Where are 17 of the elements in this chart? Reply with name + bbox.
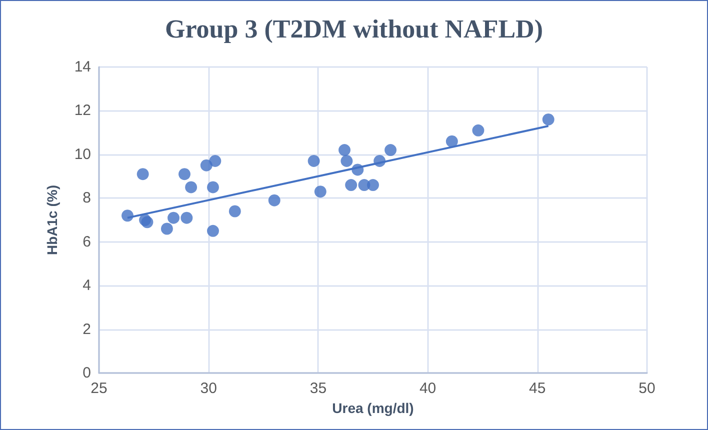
x-tick-label: 40: [419, 380, 436, 397]
y-tick-label: 8: [82, 190, 91, 207]
y-tick-label: 0: [82, 364, 91, 382]
x-tick-label: 30: [200, 380, 217, 397]
x-tick-label: 25: [90, 380, 108, 397]
y-tick-label: 4: [82, 277, 91, 294]
x-tick-label: 50: [638, 380, 656, 397]
y-tick-label: 10: [74, 146, 91, 163]
y-tick-label: 14: [74, 58, 91, 76]
y-tick-label: 6: [82, 233, 91, 250]
x-axis-title: Urea (mg/dl): [332, 400, 414, 416]
chart-title: Group 3 (T2DM without NAFLD): [165, 14, 543, 44]
x-tick-label: 45: [529, 380, 546, 397]
y-tick-label: 2: [82, 320, 91, 338]
y-tick-label: 12: [74, 102, 91, 120]
x-tick-label: 35: [310, 380, 327, 397]
y-axis-title: HbA1c (%): [44, 184, 60, 256]
